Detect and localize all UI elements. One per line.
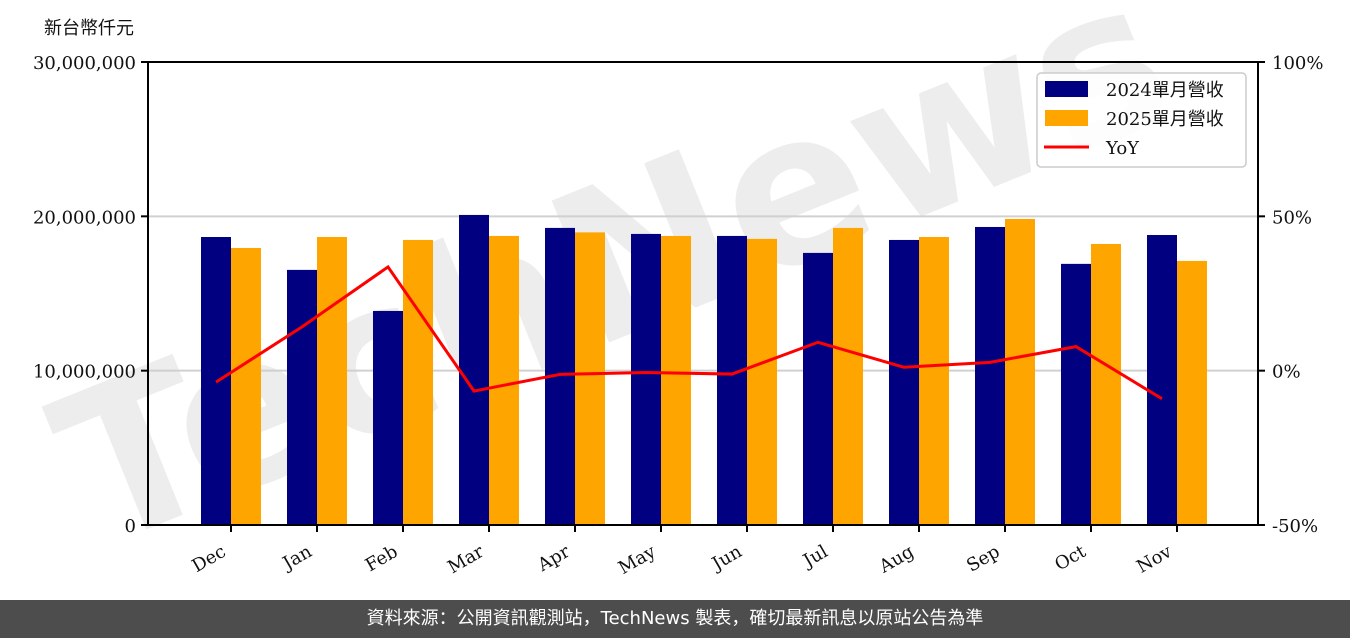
y2-tick-label: 0% [1272, 362, 1301, 383]
bar-2025-aug [919, 237, 949, 525]
y-axis-unit-label: 新台幣仟元 [44, 18, 134, 39]
x-tick-label-jun: Jun [707, 541, 746, 576]
bar-2025-may [661, 235, 691, 526]
bar-2025-apr [575, 232, 605, 525]
bar-2025-jul [833, 227, 863, 526]
y-tick-label: 20,000,000 [33, 207, 136, 228]
y-tick-label: 10,000,000 [33, 362, 136, 383]
bar-2024-jun [717, 235, 747, 526]
x-tick-label-jan: Jan [278, 541, 316, 575]
legend-swatch-1 [1045, 110, 1088, 126]
y-tick-label: 30,000,000 [33, 53, 136, 74]
x-tick-label-jul: Jul [798, 541, 832, 573]
plot-frame [147, 61, 1259, 526]
yoy-line [215, 264, 1163, 401]
legend-label-2: YoY [1105, 138, 1140, 159]
bar-2025-dec [231, 247, 261, 525]
bar-series [201, 214, 1207, 526]
x-tick-label-may: May [615, 541, 660, 579]
y2-tick-label: 50% [1272, 207, 1312, 228]
revenue-chart: TechNews 010,000,00020,000,00030,000,000… [25, 0, 1323, 595]
x-tick-label-nov: Nov [1133, 541, 1176, 578]
legend-swatch-0 [1045, 81, 1088, 97]
bar-2025-jun [747, 238, 777, 525]
x-tick-label-oct: Oct [1051, 541, 1090, 576]
bar-2025-jan [317, 237, 347, 525]
legend: 2024單月營收 2025單月營收 YoY [1036, 72, 1247, 168]
bar-2025-oct [1091, 243, 1121, 526]
bar-2024-mar [459, 214, 489, 525]
x-tick-label-mar: Mar [444, 541, 488, 578]
bar-2024-feb [373, 310, 403, 525]
bar-2024-oct [1061, 263, 1091, 525]
bar-2024-nov [1147, 235, 1177, 525]
bar-2024-aug [889, 239, 919, 525]
x-tick-label-apr: Apr [533, 541, 573, 576]
source-footer: 資料來源：公開資訊觀測站，TechNews 製表，確切最新訊息以原站公告為準 [0, 600, 1350, 638]
y-tick-label: 0 [125, 516, 136, 537]
bar-2024-jan [287, 269, 317, 525]
x-tick-label-feb: Feb [362, 541, 402, 576]
bar-2025-mar [489, 235, 519, 526]
bar-2024-may [631, 233, 661, 525]
y2-tick-label: 100% [1272, 53, 1323, 74]
x-tick-label-aug: Aug [875, 541, 918, 578]
bar-2025-feb [403, 239, 433, 525]
y2-tick-label: -50% [1272, 516, 1318, 537]
legend-box [1036, 72, 1247, 168]
x-tick-label-sep: Sep [963, 541, 1003, 576]
bar-2025-nov [1177, 260, 1207, 525]
yoy-line-series [215, 264, 1163, 401]
legend-label-1: 2025單月營收 [1106, 109, 1224, 130]
bar-2024-sep [975, 226, 1005, 525]
legend-label-0: 2024單月營收 [1106, 80, 1224, 101]
bar-2025-sep [1005, 218, 1035, 525]
bar-2024-jul [803, 252, 833, 525]
